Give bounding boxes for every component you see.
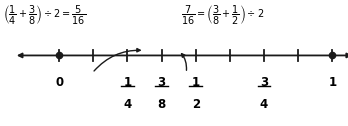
Text: 0: 0 [55, 76, 63, 89]
Text: 2: 2 [192, 98, 200, 111]
Text: $\dfrac{7}{16}=\left(\dfrac{3}{8}+\dfrac{1}{2}\right)\div 2$: $\dfrac{7}{16}=\left(\dfrac{3}{8}+\dfrac… [181, 4, 264, 27]
Text: 4: 4 [123, 98, 132, 111]
Text: 1: 1 [328, 76, 337, 89]
Text: 3: 3 [260, 76, 268, 89]
Text: 8: 8 [158, 98, 166, 111]
Text: 1: 1 [192, 76, 200, 89]
Text: $\left(\dfrac{1}{4}+\dfrac{3}{8}\right)\div 2=\dfrac{5}{16}$: $\left(\dfrac{1}{4}+\dfrac{3}{8}\right)\… [3, 4, 87, 27]
Text: 1: 1 [124, 76, 132, 89]
Text: 3: 3 [158, 76, 166, 89]
Text: 4: 4 [260, 98, 268, 111]
